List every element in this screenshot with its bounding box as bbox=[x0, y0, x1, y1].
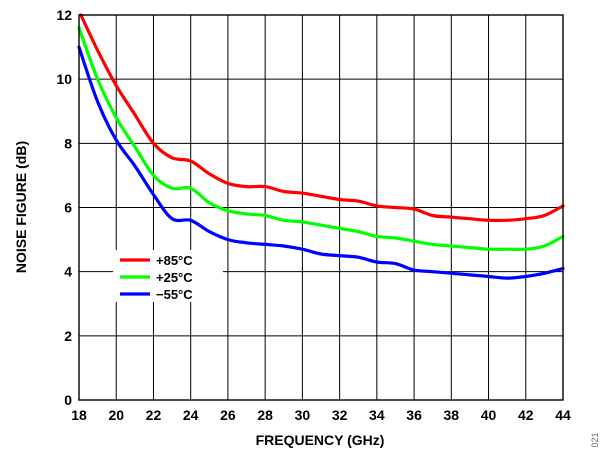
y-tick-label: 10 bbox=[56, 71, 72, 87]
x-axis-ticks: 18 20 22 24 26 28 30 32 34 36 38 40 42 44 bbox=[71, 407, 571, 423]
legend-label: +85°C bbox=[156, 253, 193, 268]
x-tick-label: 24 bbox=[183, 407, 199, 423]
y-tick-label: 2 bbox=[64, 328, 72, 344]
legend-label: +25°C bbox=[156, 270, 193, 285]
x-tick-label: 32 bbox=[332, 407, 348, 423]
series-line bbox=[77, 45, 565, 280]
y-axis-ticks: 0 2 4 6 8 10 12 bbox=[56, 7, 72, 408]
series-lines bbox=[77, 13, 565, 280]
y-tick-label: 6 bbox=[64, 200, 72, 216]
x-tick-label: 30 bbox=[295, 407, 311, 423]
y-tick-label: 12 bbox=[56, 7, 72, 23]
x-tick-label: 18 bbox=[71, 407, 87, 423]
x-tick-label: 36 bbox=[406, 407, 422, 423]
x-tick-label: 20 bbox=[108, 407, 124, 423]
y-tick-label: 8 bbox=[64, 135, 72, 151]
legend: +85°C +25°C −55°C bbox=[113, 250, 223, 302]
x-tick-label: 28 bbox=[257, 407, 273, 423]
figure-code: 021 bbox=[590, 432, 600, 447]
y-tick-label: 4 bbox=[64, 264, 72, 280]
x-tick-label: 42 bbox=[518, 407, 534, 423]
legend-label: −55°C bbox=[156, 287, 193, 302]
x-tick-label: 44 bbox=[555, 407, 571, 423]
x-tick-label: 38 bbox=[444, 407, 460, 423]
y-axis-label: NOISE FIGURE (dB) bbox=[13, 141, 29, 273]
x-tick-label: 40 bbox=[481, 407, 497, 423]
x-tick-label: 22 bbox=[146, 407, 162, 423]
y-tick-label: 0 bbox=[64, 392, 72, 408]
x-tick-label: 26 bbox=[220, 407, 236, 423]
grid-lines bbox=[78, 14, 564, 401]
series-line bbox=[79, 13, 565, 223]
series-line bbox=[77, 26, 565, 252]
x-tick-label: 34 bbox=[369, 407, 385, 423]
x-axis-label: FREQUENCY (GHz) bbox=[256, 432, 385, 448]
plot-frame bbox=[78, 14, 564, 401]
